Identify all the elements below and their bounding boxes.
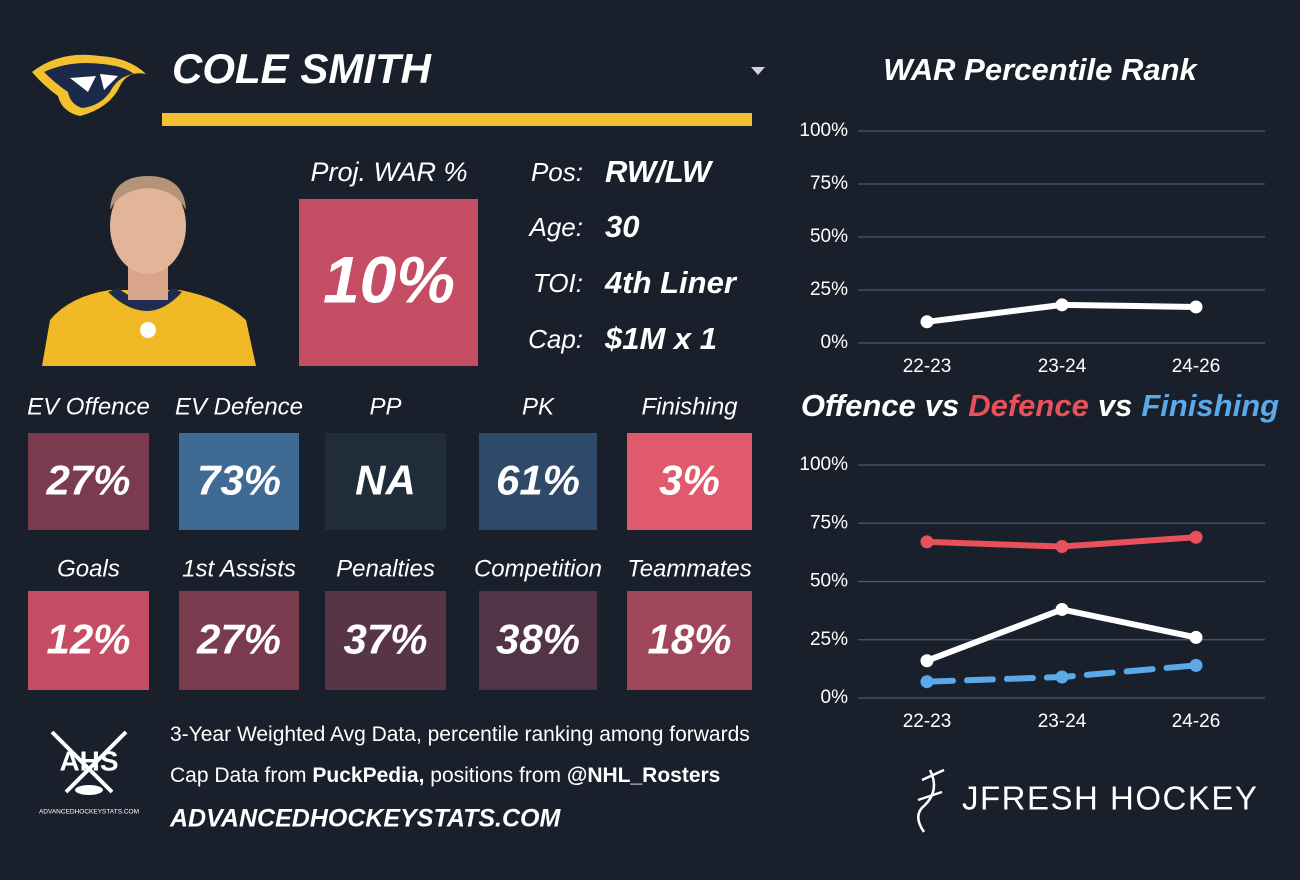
title-separator: vs xyxy=(925,388,959,423)
tile-value: 73% xyxy=(197,457,281,504)
tile-box xyxy=(28,591,149,690)
tile-box xyxy=(28,433,149,530)
info-value: 30 xyxy=(605,209,639,244)
dropdown-arrow[interactable] xyxy=(751,67,765,75)
data-point xyxy=(1189,630,1203,644)
y-tick-label: 100% xyxy=(799,454,848,475)
y-tick-label: 75% xyxy=(810,512,848,533)
x-tick-label: 22-23 xyxy=(903,356,952,377)
tile-box xyxy=(325,433,446,530)
chart-title: Offence vs Defence vs Finishing xyxy=(801,388,1279,423)
tile-box xyxy=(627,433,752,530)
name-underline xyxy=(162,113,752,126)
legend-entry: Offence xyxy=(801,388,916,423)
team-logo xyxy=(32,54,146,116)
tile-value: 37% xyxy=(343,616,427,663)
ahs-logo-text: AHS xyxy=(59,745,118,776)
chart-title: WAR Percentile Rank xyxy=(883,52,1198,87)
tile-box xyxy=(179,591,299,690)
data-point xyxy=(1055,298,1069,312)
tile-value: 27% xyxy=(45,457,130,504)
tile-label: PK xyxy=(522,393,555,420)
info-value: $1M x 1 xyxy=(604,321,717,356)
tile-label: 1st Assists xyxy=(182,555,296,582)
footer-segment: @NHL_Rosters xyxy=(567,764,721,787)
tile-label: Finishing xyxy=(641,393,738,420)
data-point xyxy=(1189,530,1203,544)
data-point xyxy=(920,315,934,329)
ahs-logo xyxy=(50,730,128,795)
footer-line: Cap Data from PuckPedia, positions from … xyxy=(170,764,720,787)
website: ADVANCEDHOCKEYSTATS.COM xyxy=(169,805,561,833)
legend-entry: Finishing xyxy=(1141,388,1279,423)
tile-label: Penalties xyxy=(336,555,435,582)
ahs-logo-site: ADVANCEDHOCKEYSTATS.COM xyxy=(39,809,139,816)
projection-value: 10% xyxy=(323,242,455,316)
x-tick-label: 22-23 xyxy=(903,711,952,732)
tile-box xyxy=(179,433,299,530)
footer-segment: 3-Year Weighted Avg Data, percentile ran… xyxy=(170,723,750,746)
x-tick-label: 23-24 xyxy=(1038,356,1087,377)
x-tick-label: 24-26 xyxy=(1172,711,1221,732)
tile-label: Goals xyxy=(57,555,120,582)
x-tick-label: 24-26 xyxy=(1172,356,1221,377)
y-tick-label: 100% xyxy=(799,120,848,141)
info-value: RW/LW xyxy=(605,154,714,189)
x-tick-label: 23-24 xyxy=(1038,711,1087,732)
y-tick-label: 50% xyxy=(810,226,848,247)
tile-box xyxy=(479,433,597,530)
tile-label: EV Defence xyxy=(175,393,303,420)
tile-box xyxy=(325,591,446,690)
tile-value: NA xyxy=(355,457,416,504)
y-tick-label: 0% xyxy=(821,687,849,708)
player-photo xyxy=(42,176,256,366)
legend-entry: Defence xyxy=(968,388,1089,423)
projection-label: Proj. WAR % xyxy=(310,157,467,187)
footer-segment: Cap Data from xyxy=(170,764,312,787)
tile-value: 3% xyxy=(659,457,720,504)
tile-box xyxy=(627,591,752,690)
info-label: TOI: xyxy=(533,268,583,298)
info-label: Pos: xyxy=(531,157,583,187)
data-point xyxy=(1189,658,1203,672)
data-point xyxy=(1055,670,1069,684)
y-tick-label: 50% xyxy=(810,571,848,592)
data-point xyxy=(1189,300,1203,314)
tile-value: 12% xyxy=(46,616,130,663)
tile-label: PP xyxy=(369,393,401,420)
y-tick-label: 0% xyxy=(821,332,849,353)
data-point xyxy=(920,654,934,668)
tile-value: 18% xyxy=(647,616,731,663)
info-value: 4th Liner xyxy=(604,265,738,300)
data-point xyxy=(920,535,934,549)
tile-label: EV Offence xyxy=(27,393,150,420)
tile-value: 38% xyxy=(496,616,580,663)
tile-value: 27% xyxy=(196,616,281,663)
data-point xyxy=(1055,602,1069,616)
tile-label: Teammates xyxy=(627,555,752,582)
title-separator: vs xyxy=(1098,388,1132,423)
y-tick-label: 25% xyxy=(810,279,848,300)
brand-name: JFRESH HOCKEY xyxy=(962,780,1258,817)
data-point xyxy=(1055,540,1069,554)
footer-segment: PuckPedia, xyxy=(312,764,424,787)
projection-box xyxy=(299,199,478,366)
brand-logo xyxy=(917,768,945,833)
tile-value: 61% xyxy=(496,457,580,504)
info-label: Age: xyxy=(528,212,584,242)
y-tick-label: 25% xyxy=(810,629,848,650)
footer-line: 3-Year Weighted Avg Data, percentile ran… xyxy=(170,723,750,746)
y-tick-label: 75% xyxy=(810,173,848,194)
tile-label: Competition xyxy=(474,555,602,582)
data-point xyxy=(920,675,934,689)
info-label: Cap: xyxy=(528,324,583,354)
player-name: COLE SMITH xyxy=(172,45,433,92)
footer-segment: positions from xyxy=(424,764,566,787)
tile-box xyxy=(479,591,597,690)
